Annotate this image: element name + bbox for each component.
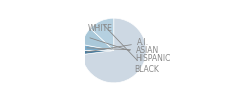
Text: BLACK: BLACK [104, 25, 159, 74]
Text: HISPANIC: HISPANIC [90, 38, 171, 63]
Wedge shape [90, 18, 114, 50]
Text: ASIAN: ASIAN [87, 46, 159, 55]
Wedge shape [82, 18, 146, 83]
Wedge shape [81, 50, 114, 55]
Text: A.I.: A.I. [87, 38, 149, 52]
Wedge shape [82, 28, 114, 50]
Wedge shape [81, 44, 114, 50]
Text: WHITE: WHITE [88, 24, 113, 33]
